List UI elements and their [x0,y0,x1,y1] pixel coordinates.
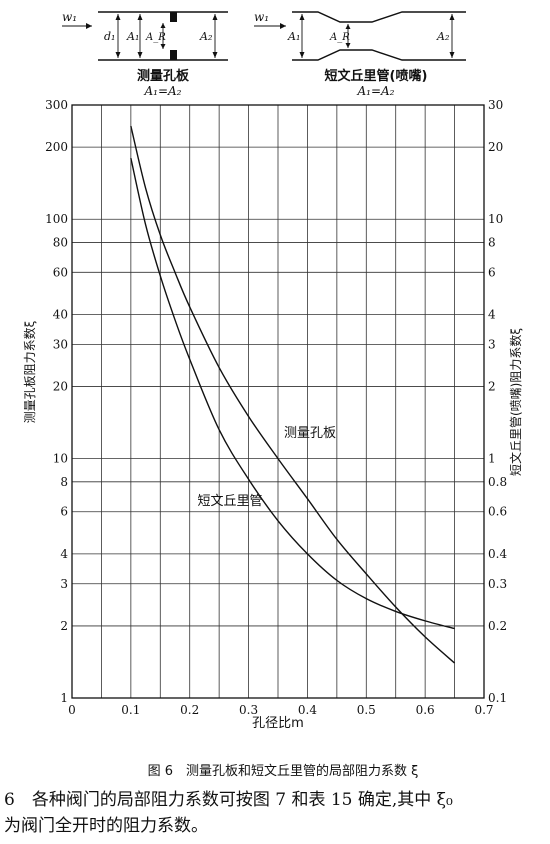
orifice-flow-label: w₁ [62,10,77,24]
venturi-title: 短文丘里管(喷嘴) [325,68,428,84]
y-right-tick-label: 30 [488,98,503,112]
y-right-tick-label: 10 [488,212,503,226]
orifice-equation: A₁=A₂ [143,84,181,98]
x-tick-label: 0.2 [180,703,199,717]
y-left-tick-label: 2 [60,619,68,633]
orifice-curve [130,125,456,664]
y-left-tick-label: 60 [53,265,68,279]
resistance-chart: 0 0.1 0.2 0.3 0.4 0.5 0.6 0.7 1 2 3 4 6 8 10 20 30 40 60 8… [22,98,523,731]
y-right-axis-label: 短文丘里管(喷嘴)阻力系数ξ [508,328,523,476]
y-right-tick-label: 0.1 [488,691,507,705]
x-axis-label: 孔径比m [252,716,304,731]
series-lines [130,125,456,664]
venturi-ar-label: A_R [329,32,350,43]
y-right-tick-label: 20 [488,140,503,154]
y-right-tick-label: 0.3 [488,577,507,591]
orifice-d-label: d₁ [104,30,115,43]
y-left-tick-label: 200 [45,140,68,154]
orifice-plate-diagram: w₁ d₁ A₁ A_R A₂ 测量孔板 A₁=A₂ [62,10,228,98]
y-left-tick-label: 30 [53,337,68,351]
y-left-tick-label: 100 [45,212,68,226]
annotation-venturi: 短文丘里管 [197,494,262,509]
y-right-tick-label: 6 [488,265,496,279]
orifice-a2-label: A₂ [199,30,212,43]
y-left-tick-label: 20 [53,380,68,394]
x-tick-label: 0 [68,703,76,717]
y-left-tick-label: 4 [60,547,68,561]
x-tick-label: 0.3 [239,703,258,717]
y-left-tick-labels: 1 2 3 4 6 8 10 20 30 40 60 80 100 200 300 [45,98,68,705]
y-right-tick-label: 4 [488,307,496,321]
paragraph-line-2: 为阀门全开时的阻力系数。 [4,816,208,836]
x-tick-label: 0.6 [416,703,435,717]
y-left-axis-label: 测量孔板阻力系数ξ [22,321,37,424]
venturi-a2-label: A₂ [436,30,449,43]
y-left-tick-label: 80 [53,235,68,249]
venturi-a1-label: A₁ [287,30,300,43]
y-left-tick-label: 6 [60,505,68,519]
venturi-flow-label: w₁ [254,10,269,24]
figure-caption: 图 6 测量孔板和短文丘里管的局部阻力系数 ξ [148,763,419,779]
x-tick-label: 0.1 [121,703,140,717]
y-left-tick-label: 1 [60,691,68,705]
x-tick-label: 0.4 [298,703,317,717]
venturi-diagram: w₁ A₁ A_R A₂ 短文丘里管(喷嘴) A₁=A₂ [254,10,466,98]
chart-grid [72,104,484,699]
y-right-tick-label: 3 [488,337,496,351]
y-right-tick-label: 0.6 [488,505,507,519]
venturi-equation: A₁=A₂ [356,84,394,98]
venturi-curve [130,157,455,630]
y-right-tick-labels: 0.1 0.2 0.3 0.4 0.6 0.8 1 2 3 4 6 8 10 20 30 [488,98,507,705]
y-right-tick-label: 1 [488,452,496,466]
y-left-tick-label: 40 [53,307,68,321]
x-tick-label: 0.7 [474,703,493,717]
y-left-tick-label: 8 [60,475,68,489]
y-right-tick-label: 0.2 [488,619,507,633]
y-right-tick-label: 2 [488,380,496,394]
annotation-orifice: 测量孔板 [284,426,336,441]
orifice-ar-label: A_R [145,32,166,43]
y-right-tick-label: 0.8 [488,475,507,489]
y-right-tick-label: 8 [488,235,496,249]
paragraph-line-1: 6 各种阀门的局部阻力系数可按图 7 和表 15 确定,其中 ξ₀ [4,790,453,810]
y-right-tick-label: 0.4 [488,547,507,561]
x-tick-label: 0.5 [357,703,376,717]
y-left-tick-label: 10 [53,452,68,466]
plot-frame [71,104,485,699]
y-left-tick-label: 3 [60,577,68,591]
x-tick-labels: 0 0.1 0.2 0.3 0.4 0.5 0.6 0.7 [68,703,493,717]
orifice-title: 测量孔板 [137,68,190,84]
orifice-a1-label: A₁ [126,30,139,43]
y-left-tick-label: 300 [45,98,68,112]
